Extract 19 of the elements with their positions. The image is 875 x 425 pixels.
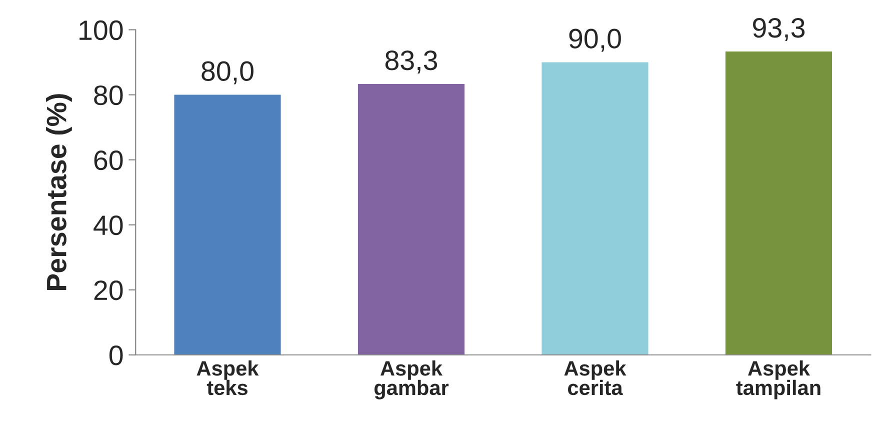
x-tick-label: Aspek cerita	[564, 360, 626, 396]
y-tick-label: 80	[94, 85, 123, 106]
bar	[542, 62, 648, 355]
x-tick-label: Aspek tampilan	[736, 360, 820, 400]
y-tick-label: 20	[94, 280, 123, 300]
y-axis-title: Persentase (%)	[46, 94, 72, 290]
y-tick-label: 0	[109, 346, 123, 366]
data-label: 90,0	[569, 28, 621, 52]
y-tick-label: 60	[94, 150, 123, 170]
bar	[174, 94, 281, 355]
bar	[358, 84, 465, 355]
x-tick-label: Aspek teks	[196, 360, 259, 396]
y-tick-label: 40	[94, 215, 123, 236]
x-tick-label: Aspek gambar	[374, 360, 449, 400]
data-label: 80,0	[202, 61, 254, 84]
y-tick-label: 100	[80, 20, 123, 40]
bar	[725, 52, 832, 355]
data-label: 93,3	[753, 18, 805, 41]
data-label: 83,3	[385, 50, 438, 74]
